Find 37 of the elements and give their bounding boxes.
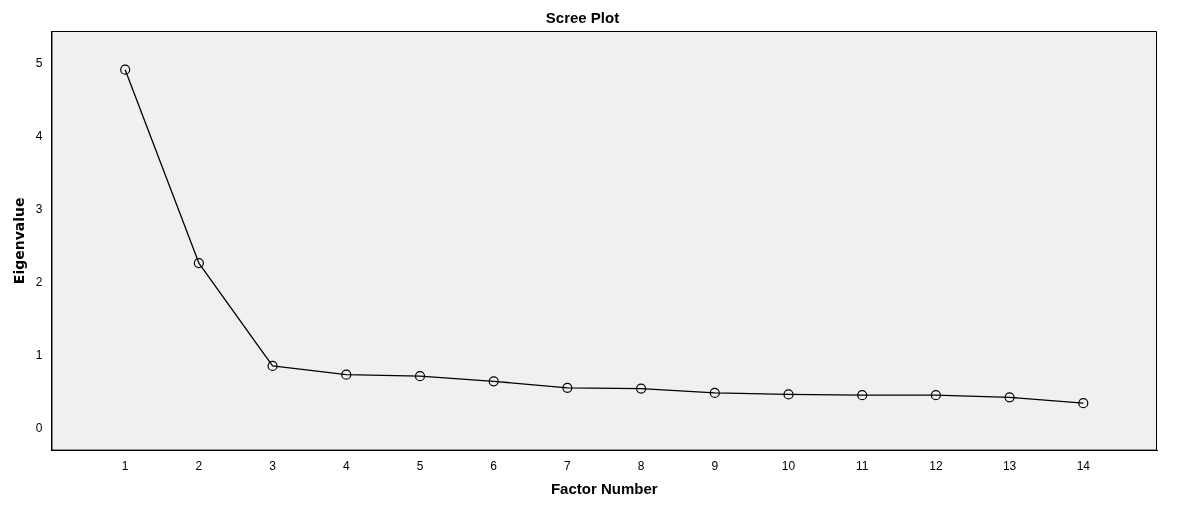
point xyxy=(1004,392,1015,403)
x-tick-label: 10 xyxy=(781,459,796,474)
point xyxy=(488,376,499,387)
x-tick-label: 6 xyxy=(490,459,498,474)
y-axis-title: Eigenvalue xyxy=(11,197,28,285)
y-tick-label: 2 xyxy=(35,275,43,290)
x-tick-label: 9 xyxy=(711,459,719,474)
y-tick-label: 0 xyxy=(35,421,43,436)
x-tick-label: 14 xyxy=(1076,459,1091,474)
x-tick-label: 3 xyxy=(269,459,277,474)
point xyxy=(193,257,204,269)
point xyxy=(930,390,941,401)
x-tick-label: 5 xyxy=(416,459,424,474)
point xyxy=(635,383,647,394)
y-tick-label: 4 xyxy=(35,129,43,144)
chart-title: Scree Plot xyxy=(545,9,620,27)
x-tick-label: 1 xyxy=(121,459,129,474)
point xyxy=(1078,398,1089,409)
x-tick-label: 4 xyxy=(342,459,350,474)
point xyxy=(414,371,426,382)
point xyxy=(709,387,720,399)
point xyxy=(857,390,868,401)
point xyxy=(341,369,352,380)
x-tick-label: 13 xyxy=(1002,459,1017,474)
point xyxy=(267,360,278,372)
point xyxy=(783,389,794,400)
x-tick-label: 7 xyxy=(564,459,572,474)
point xyxy=(562,382,573,393)
x-tick-label: 2 xyxy=(195,459,203,474)
point xyxy=(120,64,131,75)
x-tick-label: 8 xyxy=(637,459,645,474)
y-tick-label: 1 xyxy=(35,348,43,363)
x-axis-title: Factor Number xyxy=(550,480,658,498)
x-tick-label: 12 xyxy=(929,459,943,474)
y-tick-label: 5 xyxy=(35,56,43,71)
y-tick-label: 3 xyxy=(35,202,43,217)
x-tick-label: 11 xyxy=(855,459,869,474)
